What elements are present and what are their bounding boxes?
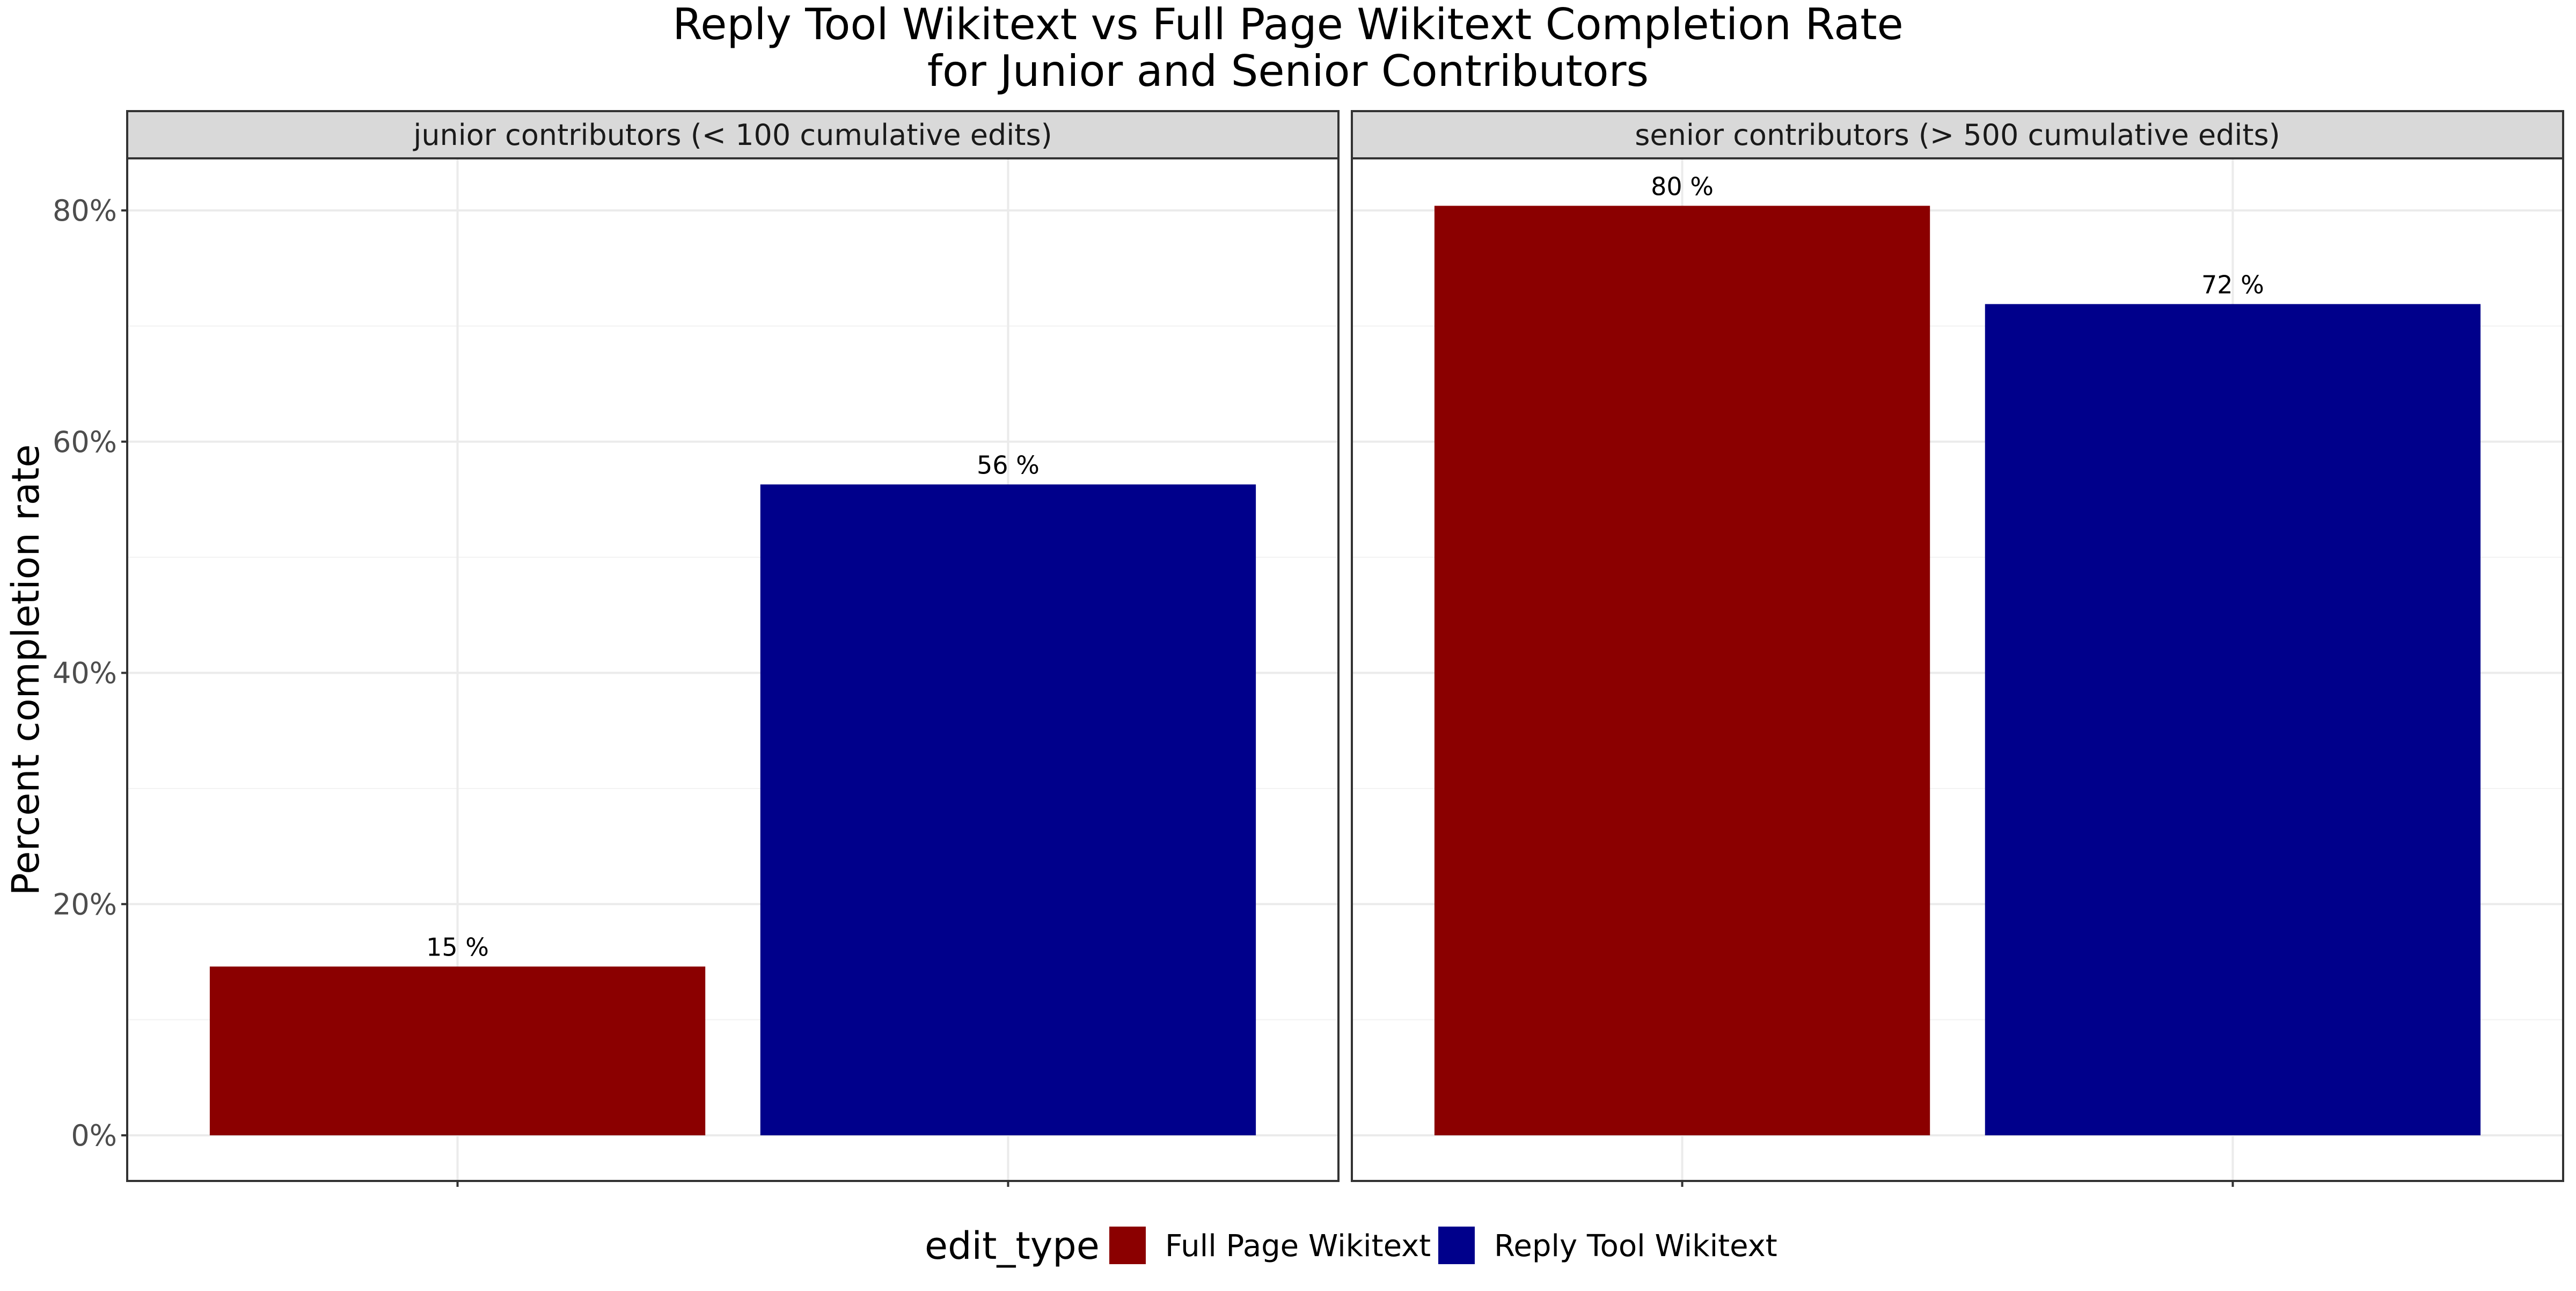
- legend-entry-label: Reply Tool Wikitext: [1494, 1229, 1777, 1264]
- chart-title-line: for Junior and Senior Contributors: [927, 46, 1649, 96]
- bar-data-label: 72 %: [2201, 270, 2264, 299]
- facet-strip-label: junior contributors (< 100 cumulative ed…: [413, 118, 1052, 152]
- bar-reply-tool-wikitext: [760, 484, 1256, 1135]
- facet-strip-label: senior contributors (> 500 cumulative ed…: [1635, 118, 2280, 152]
- y-tick-label: 80%: [53, 194, 117, 228]
- legend-entry-label: Full Page Wikitext: [1165, 1229, 1431, 1264]
- facet-strip: [126, 110, 1340, 159]
- bar-data-label: 56 %: [977, 450, 1040, 479]
- y-tick-label: 40%: [53, 657, 117, 690]
- y-tick-label: 20%: [53, 887, 117, 921]
- y-axis-label: Percent completion rate: [4, 444, 48, 896]
- legend-swatch: [1438, 1227, 1475, 1264]
- bar-data-label: 80 %: [1651, 172, 1714, 201]
- bar-full-page-wikitext: [209, 966, 706, 1135]
- chart-title-line: Reply Tool Wikitext vs Full Page Wikitex…: [672, 0, 1904, 49]
- bar-reply-tool-wikitext: [1985, 304, 2481, 1135]
- facet-strip: [1351, 110, 2564, 159]
- legend-swatch: [1109, 1227, 1146, 1264]
- y-tick-label: 60%: [53, 425, 117, 459]
- y-tick-label: 0%: [71, 1119, 117, 1153]
- bar-data-label: 15 %: [426, 933, 489, 962]
- bar-full-page-wikitext: [1434, 206, 1930, 1135]
- legend-title: edit_type: [925, 1224, 1100, 1268]
